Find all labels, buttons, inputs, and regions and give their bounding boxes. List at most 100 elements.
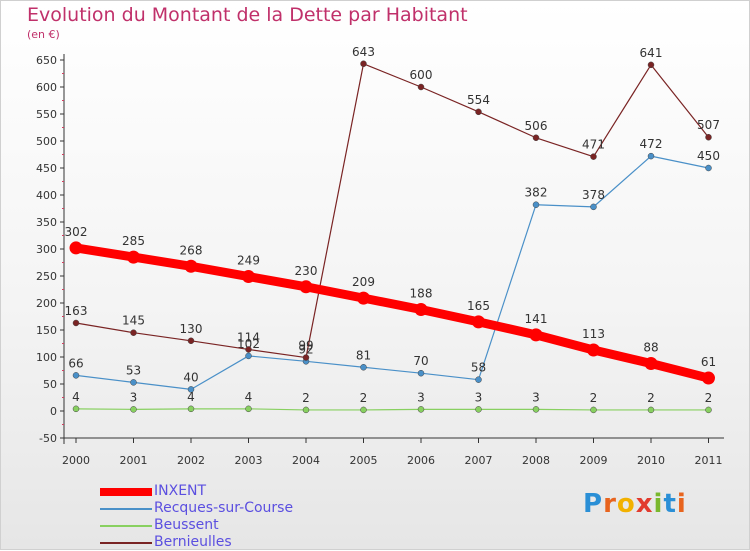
data-label: 2 [590,391,598,405]
legend-label: Recques-sur-Course [154,500,294,516]
y-tick-label: 550 [36,108,57,121]
data-point [702,371,715,385]
data-label: 141 [525,312,548,326]
data-point [130,406,137,413]
data-point [647,152,655,160]
data-label: 471 [582,138,605,152]
data-label: 472 [640,137,663,151]
y-tick-label: 250 [36,270,57,283]
data-label: 88 [643,340,658,354]
data-point [299,280,313,294]
data-label: 40 [183,370,198,384]
x-tick-label: 2000 [62,454,90,467]
data-point [532,406,540,413]
y-tick-label: -50 [39,432,57,445]
data-point [72,319,80,327]
data-label: 382 [525,186,548,200]
data-point [187,386,195,393]
x-tick-label: 2005 [350,454,378,467]
data-point [127,250,140,264]
y-tick-label: 450 [36,162,57,175]
data-point [360,364,367,371]
logo-letter: P [583,489,604,519]
y-tick-label: 200 [36,297,57,310]
unit-label: (en €) [27,28,60,41]
data-point [184,259,198,273]
data-point [475,406,482,413]
data-label: 66 [68,356,83,370]
x-tick-label: 2009 [580,454,608,467]
y-tick-label: 150 [36,324,57,337]
data-point [590,203,597,211]
data-point [130,379,137,386]
data-label: 4 [72,390,80,404]
data-point [705,406,712,414]
data-label: 145 [122,314,145,328]
data-point [130,329,137,336]
y-tick-label: 0 [50,405,57,418]
data-label: 378 [582,188,605,202]
legend-label: Bernieulles [154,534,232,550]
logo-letter: o [616,489,636,519]
data-point [417,406,425,413]
data-point [472,315,485,329]
data-label: 554 [467,93,490,107]
data-label: 2 [705,391,713,405]
y-tick-label: 350 [36,216,57,229]
data-label: 130 [180,322,203,336]
data-point [245,352,252,360]
x-tick-label: 2002 [177,454,205,467]
legend-swatch [100,508,152,510]
data-label: 102 [237,337,260,351]
y-tick-label: 650 [36,54,57,67]
data-point [69,241,83,255]
x-tick-label: 2011 [695,454,723,467]
data-label: 92 [298,342,313,356]
data-point [587,343,600,357]
x-tick-label: 2001 [120,454,148,467]
data-label: 641 [640,46,663,60]
data-point [532,134,540,142]
data-point [590,406,597,414]
y-tick-label: 400 [36,189,57,202]
y-tick-label: 600 [36,81,57,94]
data-point [357,291,370,305]
logo-letter: i [653,489,664,519]
data-label: 113 [582,327,605,341]
data-point [302,354,310,361]
data-point [532,201,540,208]
data-label: 302 [65,225,88,239]
data-label: 249 [237,254,260,268]
data-point [475,108,482,116]
data-point [705,133,712,141]
legend-swatch [100,488,152,496]
x-tick-label: 2003 [235,454,263,467]
x-tick-label: 2010 [637,454,665,467]
legend-swatch [100,542,152,544]
data-point [245,346,252,353]
data-label: 230 [295,264,318,278]
data-point [647,61,655,69]
data-point [72,372,80,379]
data-point [644,356,658,370]
y-tick-label: 500 [36,135,57,148]
y-tick-label: 50 [43,378,57,391]
data-point [187,337,195,345]
data-label: 165 [467,299,490,313]
series-line-3 [75,63,710,359]
data-point [242,270,255,284]
data-point [245,405,252,413]
data-point [302,406,310,414]
data-label: 2 [360,391,368,405]
series-line-2 [75,408,710,411]
data-label: 268 [180,243,203,257]
data-label: 61 [701,355,716,369]
x-tick-label: 2004 [292,454,320,467]
data-point [529,328,543,342]
data-label: 2 [302,391,310,405]
data-label: 3 [532,390,540,404]
data-point [187,405,195,413]
data-point [705,164,712,172]
